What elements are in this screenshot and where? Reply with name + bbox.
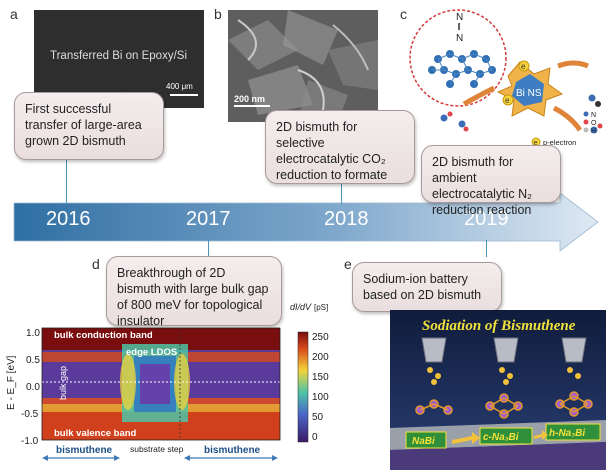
region-label-left: bismuthene — [56, 445, 113, 456]
y-axis-label: E - E_F [eV] — [6, 355, 17, 410]
panel-letter-b: b — [214, 6, 222, 22]
colorbar-unit: [pS] — [314, 303, 328, 312]
panel-letter-e: e — [344, 256, 352, 272]
year-label-2017: 2017 — [186, 208, 231, 230]
legend-h: H — [591, 128, 596, 135]
region-label-step: substrate step — [130, 444, 184, 454]
cbar-tick-0: 0 — [312, 432, 318, 443]
year-label-2019: 2019 — [464, 208, 509, 230]
n2-reduction-schematic: N N Bi NS e e N O H e p-electron — [409, 9, 603, 147]
sem-image-bismuth-nanosheets: 200 nm — [228, 10, 378, 122]
cbar-tick-150: 150 — [312, 372, 329, 383]
ytick-neg-0.5: -0.5 — [21, 409, 39, 420]
colorbar-title: dI/dV — [290, 302, 312, 312]
nanosheet-texture — [228, 10, 378, 122]
callout-2016: First successful transfer of large-area … — [14, 92, 164, 160]
connector-2019 — [486, 240, 487, 257]
sem-image-transferred-bi: Transferred Bi on Epoxy/Si 400 μm — [34, 10, 204, 108]
region-label-right: bismuthene — [204, 445, 261, 456]
year-label-2018: 2018 — [324, 208, 369, 230]
callout-2019-battery: Sodium-ion battery based on 2D bismuth — [352, 262, 502, 312]
connector-2016 — [66, 160, 67, 204]
ytick-1: 1.0 — [26, 328, 40, 339]
legend-o: O — [591, 120, 597, 127]
label-edge-ldos: edge LDOS — [126, 347, 177, 358]
electron-symbol-2: e — [505, 96, 510, 105]
ytick-0: 0.0 — [26, 382, 40, 393]
bi-ns-label: Bi NS — [516, 88, 542, 99]
connector-2017 — [208, 240, 209, 257]
legend-n: N — [591, 112, 596, 119]
scale-bar-line-b — [234, 105, 270, 107]
cbar-tick-100: 100 — [312, 392, 329, 403]
callout-2018: 2D bismuth for selective electrocatalyti… — [265, 110, 415, 184]
year-label-2016: 2016 — [46, 208, 91, 230]
scale-bar-line — [170, 94, 198, 96]
scale-bar-label-b: 200 nm — [234, 94, 266, 104]
sodiation-title: Sodiation of Bismuthene — [422, 318, 576, 334]
electron-legend-symbol: e — [534, 140, 538, 147]
ytick-neg-1: -1.0 — [21, 436, 39, 447]
phase-label-c-na3bi: c-Na₃Bi — [483, 432, 519, 443]
cbar-tick-200: 200 — [312, 352, 329, 363]
image-caption: Transferred Bi on Epoxy/Si — [50, 50, 187, 62]
panel-letter-d: d — [92, 256, 100, 272]
label-bulk-gap: bulk gap — [58, 366, 68, 400]
electron-legend-label: p-electron — [543, 138, 576, 147]
ytick-0.5: 0.5 — [26, 355, 40, 366]
label-valence-band: bulk valence band — [54, 428, 137, 439]
phase-label-h-na3bi: h-Na₃Bi — [549, 428, 585, 439]
panel-letter-a: a — [10, 6, 18, 22]
callout-2017: Breakthrough of 2D bismuth with large bu… — [106, 256, 282, 328]
nitrogen-label-bottom: N — [456, 33, 463, 44]
cbar-tick-250: 250 — [312, 332, 329, 343]
callout-2019: 2D bismuth for ambient electrocatalytic … — [421, 145, 561, 217]
electron-symbol-1: e — [521, 62, 526, 71]
nitrogen-label-top: N — [456, 12, 463, 23]
label-conduction-band: bulk conduction band — [54, 330, 153, 341]
stm-spectroscopy-map: 1.0 0.5 0.0 -0.5 -1.0 E - E_F [eV] bulk … — [6, 302, 329, 461]
connector-2018 — [341, 184, 342, 204]
panel-letter-c: c — [400, 6, 407, 22]
sodiation-illustration: Sodiation of Bismuthene NaBi c-Na₃Bi h-N… — [390, 310, 606, 470]
cbar-tick-50: 50 — [312, 412, 324, 423]
scale-bar-label: 400 μm — [166, 82, 193, 91]
phase-label-nabi: NaBi — [412, 436, 435, 447]
